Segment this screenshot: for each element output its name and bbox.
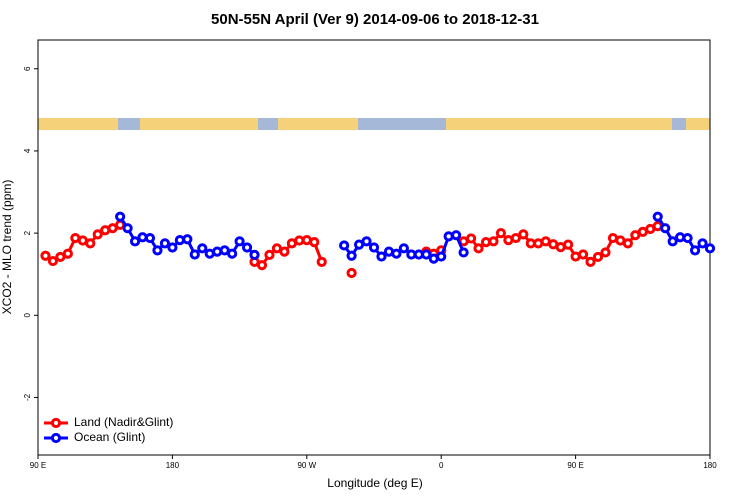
point: [451, 230, 462, 241]
point: [689, 245, 701, 256]
point: [264, 249, 275, 260]
point: [376, 251, 387, 262]
point: [667, 236, 678, 247]
point: [600, 247, 611, 258]
x-tick-label: 180: [703, 461, 717, 470]
legend-marker: [50, 432, 62, 444]
point: [510, 232, 521, 244]
point: [652, 211, 663, 222]
y-tick-label: 0: [23, 313, 32, 318]
y-tick-label: -2: [23, 393, 32, 401]
x-tick-label: 0: [439, 461, 444, 470]
point: [488, 236, 499, 247]
point: [391, 248, 402, 259]
point: [465, 233, 477, 244]
point: [249, 249, 260, 260]
land-ocean-strip: [38, 118, 710, 130]
point: [197, 243, 208, 254]
point: [563, 239, 574, 250]
legend-marker: [50, 417, 62, 429]
point: [189, 249, 200, 260]
point: [682, 232, 693, 244]
point: [704, 243, 716, 254]
point: [473, 243, 484, 254]
point: [92, 229, 103, 240]
point: [421, 249, 432, 260]
x-tick-label: 90 W: [297, 461, 316, 470]
land-strip: [38, 118, 118, 130]
point: [40, 250, 51, 261]
land-strip: [686, 118, 710, 130]
point: [227, 248, 238, 259]
y-tick-label: 6: [23, 66, 32, 71]
point: [309, 237, 320, 248]
point: [368, 242, 380, 253]
point: [346, 250, 357, 261]
x-axis-label: Longitude (deg E): [327, 476, 422, 490]
point: [577, 249, 589, 260]
point: [585, 256, 596, 267]
y-axis-label: XCO2 - MLO trend (ppm): [0, 180, 14, 315]
x-tick-label: 90 E: [567, 461, 583, 470]
point: [279, 246, 290, 257]
point: [129, 236, 141, 247]
point: [122, 223, 133, 234]
point: [234, 236, 245, 247]
point: [241, 242, 253, 253]
x-tick-label: 180: [166, 461, 180, 470]
point: [167, 242, 178, 253]
point: [159, 238, 171, 249]
point: [144, 232, 156, 244]
point: [62, 248, 73, 259]
legend-label: Ocean (Glint): [74, 430, 145, 444]
point: [436, 251, 447, 262]
point: [361, 236, 372, 247]
point: [398, 243, 409, 254]
point: [697, 238, 708, 249]
point: [518, 229, 529, 240]
y-tick-label: 4: [23, 148, 32, 153]
land-strip: [446, 118, 672, 130]
point: [152, 245, 163, 256]
y-tick-label: 2: [23, 230, 32, 235]
point: [458, 247, 469, 258]
point: [47, 255, 59, 267]
land-strip: [140, 118, 258, 130]
point: [256, 260, 268, 271]
point: [85, 238, 96, 249]
chart-title: 50N-55N April (Ver 9) 2014-09-06 to 2018…: [211, 11, 539, 28]
point: [346, 267, 357, 279]
point: [316, 256, 327, 267]
point: [115, 211, 126, 222]
point: [622, 238, 633, 249]
point: [592, 251, 604, 263]
land-strip: [278, 118, 358, 130]
point: [182, 234, 193, 245]
x-tick-label: 90 E: [30, 461, 46, 470]
legend-label: Land (Nadir&Glint): [74, 415, 173, 429]
point: [339, 240, 350, 251]
point: [495, 228, 507, 239]
point: [660, 223, 671, 234]
